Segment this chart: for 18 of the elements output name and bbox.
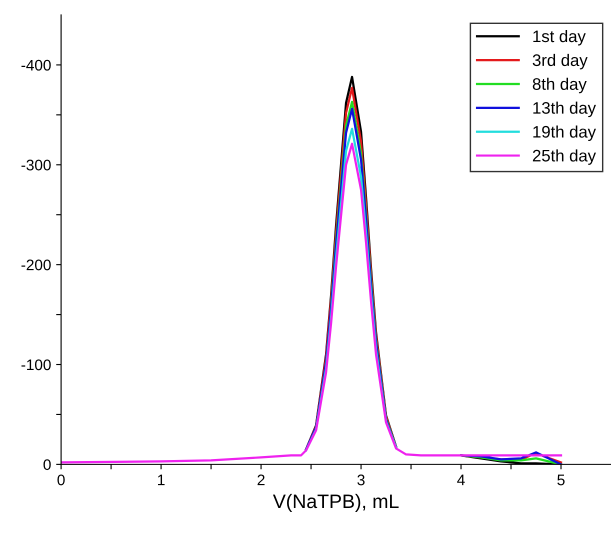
x-tick-label: 2	[258, 474, 265, 486]
x-tick-label: 0	[57, 474, 65, 486]
legend-label: 1st day	[533, 30, 586, 46]
y-tick-label: -300	[21, 160, 51, 170]
legend-label: 3rd day	[532, 54, 588, 70]
x-tick-label: 1	[158, 474, 165, 486]
y-tick-label: -200	[21, 260, 51, 270]
x-tick-label: 3	[357, 474, 365, 486]
x-tick-label: 4	[457, 474, 465, 486]
legend-label: 25th day	[532, 149, 596, 165]
x-tick-label: 5	[557, 474, 565, 486]
legend-label: 19th day	[533, 125, 596, 141]
y-tick-label: -400	[21, 60, 51, 71]
y-tick-label: 0	[43, 459, 51, 470]
y-tick-label: -100	[21, 359, 51, 370]
x-axis-title: V(NaTPB), mL	[272, 494, 399, 512]
legend-label: 13th day	[533, 102, 596, 118]
legend-label: 8th day	[532, 78, 587, 94]
